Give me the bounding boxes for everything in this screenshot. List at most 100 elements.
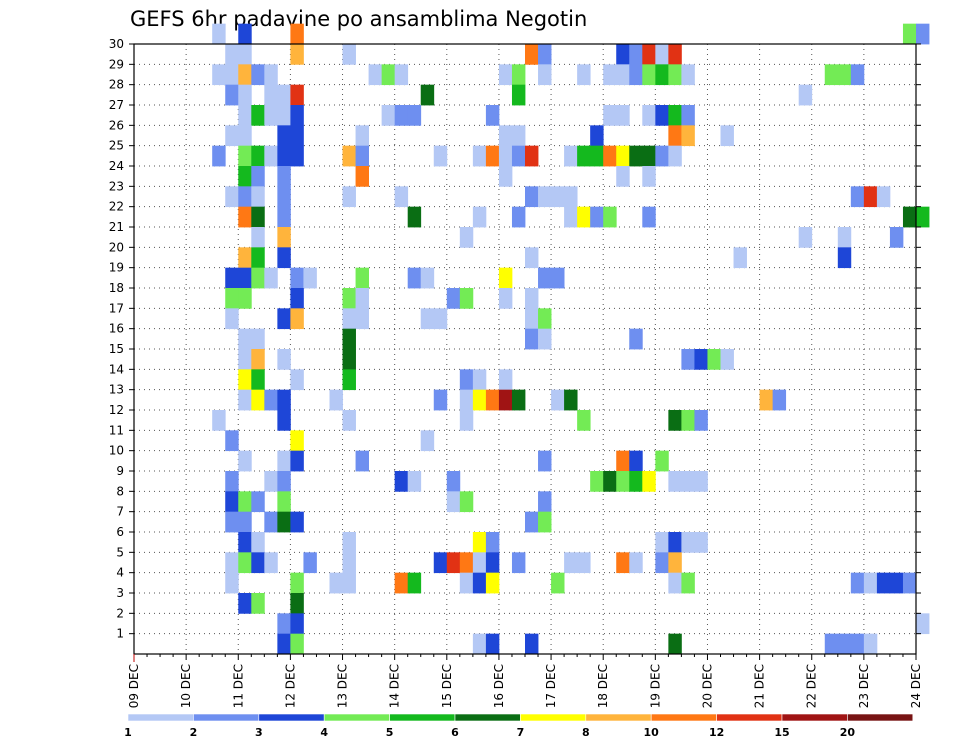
heatmap-cell [538,450,552,472]
x-tick-label: 12 DEC [283,664,297,708]
y-tick-label: 22 [109,200,124,214]
heatmap-cell [251,105,265,126]
heatmap-cell [603,206,617,228]
heatmap-cell [629,328,643,350]
x-tick-label: 23 DEC [857,664,871,708]
y-tick-label: 4 [116,566,124,580]
y-tick-label: 21 [109,220,124,234]
heatmap-cell [238,44,252,65]
y-tick-label: 9 [116,464,124,478]
heatmap-cell [355,308,369,330]
heatmap-cell [251,186,265,208]
heatmap-cell [225,267,239,289]
heatmap-cell [720,125,734,147]
heatmap-cell [329,572,343,594]
y-tick-label: 8 [116,484,124,498]
heatmap-cell [459,227,474,248]
heatmap-cell [355,267,369,289]
heatmap-cell [629,64,643,86]
colorbar-label: 15 [774,726,789,739]
heatmap-cell [655,532,669,553]
heatmap-cell [277,105,291,126]
heatmap-cell [342,308,356,330]
colorbar-swatch [650,713,717,722]
heatmap-cell [355,166,369,187]
heatmap-cell [876,186,891,208]
x-tick-label: 11 DEC [231,664,245,708]
heatmap-cell [394,186,409,208]
y-tick-label: 19 [109,261,124,275]
heatmap-cell [394,471,409,492]
heatmap-cell [342,44,356,65]
heatmap-cell [251,491,265,513]
heatmap-cell [225,288,239,309]
heatmap-cell [277,511,291,533]
heatmap-cell [290,288,304,309]
heatmap-cell [772,389,787,411]
cells-layer [212,23,930,655]
heatmap-cell [681,105,695,126]
heatmap-cell [277,186,291,208]
heatmap-cell [498,166,513,187]
heatmap-cell [525,145,539,167]
heatmap-cell [277,471,291,492]
heatmap-cell [902,572,917,594]
heatmap-cell [407,105,422,126]
heatmap-cell [668,471,682,492]
heatmap-cell [277,125,291,147]
heatmap-cell [668,125,682,147]
heatmap-cell [420,308,435,330]
heatmap-cell [616,105,630,126]
heatmap-cell [655,552,669,574]
heatmap-cell [251,369,265,391]
heatmap-cell [694,410,708,431]
heatmap-cell [446,552,461,574]
y-tick-label: 6 [116,525,124,539]
heatmap-cell [459,288,474,309]
heatmap-cell [655,145,669,167]
heatmap-cell [212,64,226,86]
heatmap-cell [212,410,226,431]
heatmap-cell [472,369,487,391]
heatmap-cell [225,491,239,513]
heatmap-cell [668,145,682,167]
heatmap-cell [277,145,291,167]
y-tick-label: 24 [109,159,124,173]
heatmap-cell [837,64,852,86]
colorbar-swatch [781,713,848,722]
heatmap-cell [668,44,682,65]
heatmap-cell [889,227,904,248]
heatmap-cell [538,186,552,208]
heatmap-cell [642,145,656,167]
heatmap-cell [603,64,617,86]
heatmap-cell [720,349,734,370]
heatmap-cell [238,23,252,45]
heatmap-cell [342,369,356,391]
heatmap-cell [551,572,565,594]
heatmap-cell [277,308,291,330]
heatmap-cell [355,450,369,472]
heatmap-cell [290,105,304,126]
heatmap-cell [407,206,422,228]
heatmap-cell [485,532,500,553]
heatmap-cell [681,572,695,594]
heatmap-cell [251,166,265,187]
heatmap-cell [290,613,304,635]
heatmap-cell [251,593,265,614]
heatmap-cell [863,572,878,594]
heatmap-cell [902,23,917,45]
y-tick-label: 10 [109,444,124,458]
heatmap-cell [251,349,265,370]
heatmap-cell [564,186,578,208]
heatmap-cell [863,186,878,208]
heatmap-cell [485,145,500,167]
heatmap-cell [498,125,513,147]
heatmap-cell [538,511,552,533]
heatmap-cell [277,247,291,269]
heatmap-cell [590,471,604,492]
heatmap-cell [212,145,226,167]
heatmap-cell [251,206,265,228]
heatmap-cell [290,430,304,452]
heatmap-cell [277,613,291,635]
heatmap-cell [355,125,369,147]
